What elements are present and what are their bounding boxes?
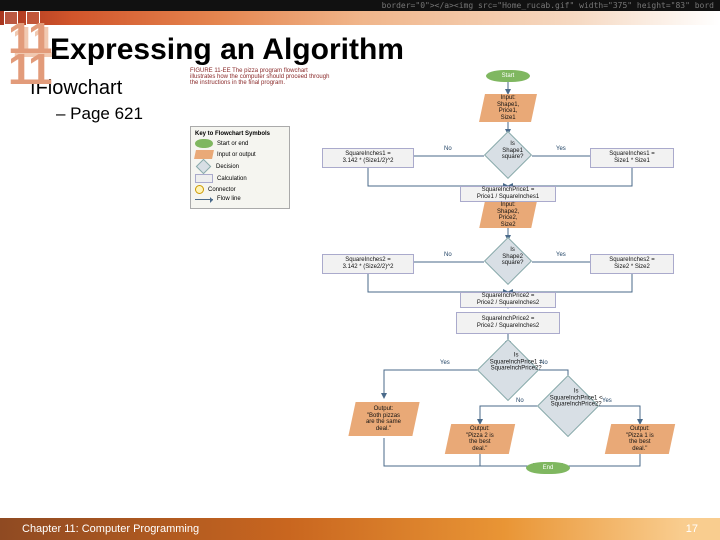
label-yes2: Yes [556,252,566,258]
slide-title: Expressing an Algorithm [0,25,720,73]
node-calc2a: SquareInches2 =3.142 * (Size2/2)^2 [322,254,414,274]
node-out1: Output:"Both pizzasare the samedeal." [348,402,419,436]
label-yes3: Yes [440,360,450,366]
node-dec3: IsSquareInchPrice1 =SquareInchPrice2? [477,339,539,401]
flowchart-figure: FIGURE 11-EE The pizza program flowchart… [188,68,708,494]
node-input1: Input:Shape1,Price1,Size1 [479,94,537,122]
node-end: End [526,462,570,474]
node-calc-summary: SquareInchPrice2 =Price2 / SquareInches2 [456,312,560,334]
label-no: No [444,146,452,152]
label-no4: No [516,398,524,404]
label-no2: No [444,252,452,258]
node-out3: Output:"Pizza 1 isthe bestdeal." [605,424,675,454]
footer-bar: Chapter 11: Computer Programming 17 [0,518,720,540]
legend-box: Key to Flowchart Symbols Start or end In… [190,126,290,209]
node-out2: Output:"Pizza 2 isthe bestdeal." [445,424,515,454]
label-yes: Yes [556,146,566,152]
decor-band [0,11,720,25]
legend-title: Key to Flowchart Symbols [195,131,285,137]
node-dec1: IsShape1square? [484,131,532,179]
node-calc1b: SquareInches1 =Size1 * Size1 [590,148,674,168]
chapter-number: 11 11 11 [8,20,51,89]
node-calc1c: SquareInchPrice1 =Price1 / SquareInches1 [460,186,556,202]
label-yes4: Yes [602,398,612,404]
node-calc1a: SquareInches1 =3.142 * (Size1/2)^2 [322,148,414,168]
footer-pagenum: 17 [686,523,698,535]
node-dec2: IsShape2square? [484,237,532,285]
label-no3: No [540,360,548,366]
node-calc2b: SquareInches2 =Size2 * Size2 [590,254,674,274]
node-calc2c: SquareInchPrice2 =Price2 / SquareInches2 [460,292,556,308]
footer-chapter: Chapter 11: Computer Programming [22,523,199,535]
node-start: Start [486,70,530,82]
figure-caption: FIGURE 11-EE The pizza program flowchart… [190,68,330,86]
node-dec4: IsSquareInchPrice1 <SquareInchPrice2? [537,375,599,437]
node-input2: Input:Shape2,Price2,Size2 [479,202,537,228]
top-codebar: border="0"></a><img src="Home_rucab.gif"… [0,0,720,11]
